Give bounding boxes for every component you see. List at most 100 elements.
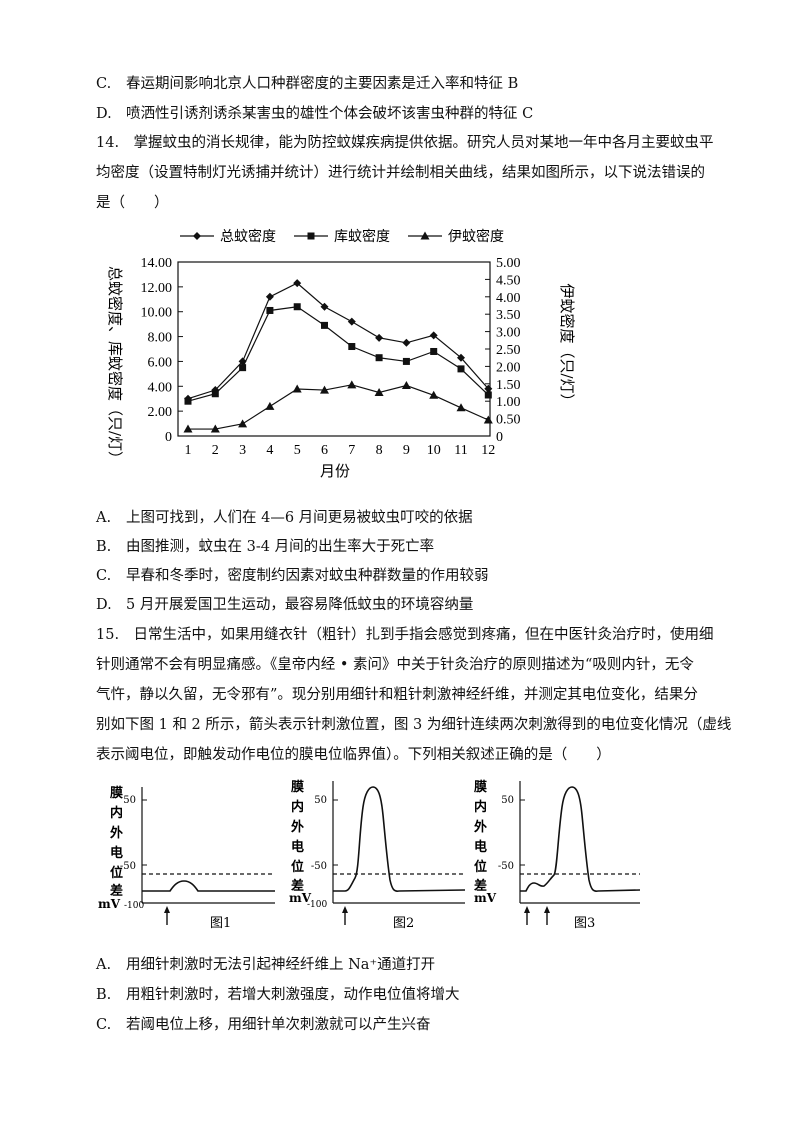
- y2-tick-label: 0.50: [496, 413, 521, 428]
- x-tick-label: 10: [427, 443, 441, 458]
- q15-stem-line-3: 气忤，静以久留，无令邪有”。现分别用细针和粗针刺激神经纤维，并测定其电位变化，结…: [96, 687, 698, 703]
- data-point: [238, 357, 247, 366]
- data-point: [456, 403, 466, 412]
- unit-label: mV: [474, 891, 497, 905]
- x-tick-label: 12: [481, 443, 495, 458]
- series-line: [187, 282, 489, 400]
- ylabel-char: 膜: [110, 785, 123, 801]
- y-axis-label: 总蚊密度、库蚊密度（只/灯）: [106, 266, 124, 466]
- y-tick-label: 12.00: [141, 281, 173, 296]
- y-tick-label: 6.00: [148, 355, 173, 370]
- x-tick-label: 7: [348, 443, 355, 458]
- option-text: 喷洒性引诱剂诱杀某害虫的雄性个体会破坏该害虫种群的特征 C: [126, 106, 534, 122]
- data-point: [347, 380, 357, 389]
- q14-option-d: D. 5 月开展爱国卫生运动，最容易降低蚊虫的环境容纳量: [96, 595, 473, 615]
- ylabel-char: 外: [290, 819, 304, 835]
- option-label: B.: [96, 987, 112, 1003]
- legend-label: 库蚊密度: [334, 228, 390, 245]
- ylabel-char: 膜: [291, 779, 304, 795]
- data-point: [293, 303, 301, 311]
- ylabel-char: 内: [110, 805, 123, 821]
- chart-legend: 总蚊密度 库蚊密度 伊蚊密度: [180, 228, 504, 245]
- data-point: [402, 338, 411, 347]
- ylabel-char: 膜: [474, 779, 487, 795]
- data-point: [184, 397, 192, 405]
- tick-label: 50: [123, 795, 136, 806]
- data-point: [265, 401, 275, 410]
- series-triangle: [183, 380, 493, 433]
- ylabel-char: 电: [474, 839, 487, 855]
- unit-label: mV: [289, 891, 312, 905]
- figure-1: 膜 内 外 电 位 差 mV -100 50 -50 图1: [98, 785, 275, 931]
- data-point: [307, 232, 315, 240]
- data-point: [374, 388, 384, 396]
- q14-stem-line-3: 是（ ）: [96, 195, 169, 211]
- y2-tick-label: 3.50: [496, 308, 521, 323]
- data-point: [347, 317, 356, 326]
- y-tick-label: 10.00: [141, 306, 173, 321]
- y-axis-label-chars: 膜 内 外 电 位 差: [473, 779, 487, 894]
- x-tick-label: 1: [185, 443, 192, 458]
- tick-label: -50: [311, 861, 327, 872]
- q14-stem-line-2: 均密度（设置特制灯光诱捕并统计）进行统计并绘制相关曲线，结果如图所示，以下说法错…: [96, 165, 705, 181]
- data-point: [320, 385, 329, 394]
- y2-tick-label: 5.00: [496, 256, 521, 271]
- data-point: [211, 390, 219, 398]
- x-tick-label: 8: [376, 443, 383, 458]
- data-point: [320, 302, 329, 311]
- series-diamond: [184, 279, 493, 403]
- y-tick-label: 0: [165, 430, 172, 445]
- arrow-head: [524, 906, 530, 913]
- ylabel-char: 差: [291, 878, 304, 894]
- chart-axes: 02.004.006.008.0010.0012.0014.0000.501.0…: [141, 256, 521, 458]
- x-tick-label: 9: [403, 443, 410, 458]
- y2-tick-label: 1.50: [496, 378, 521, 393]
- ylabel-char: 位: [291, 859, 304, 875]
- x-tick-label: 4: [266, 443, 273, 458]
- option-label: D.: [96, 597, 112, 613]
- potential-curve: [520, 786, 641, 892]
- legend-label: 总蚊密度: [220, 228, 276, 245]
- option-label: B.: [96, 539, 112, 555]
- plot-frame: [177, 261, 491, 437]
- data-point: [238, 419, 248, 428]
- data-point: [348, 343, 356, 351]
- option-label: C.: [96, 76, 112, 92]
- y2-tick-label: 0: [496, 430, 503, 445]
- figure-2: 膜 内 外 电 位 差 mV -100 50 -50 图2: [289, 779, 466, 931]
- ylabel-char: 位: [110, 865, 123, 881]
- q14-stem-line-1: 14. 掌握蚊虫的消长规律，能为防控蚊媒疾病提供依据。研究人员对某地一年中各月主…: [96, 135, 714, 151]
- ylabel-char: 电: [291, 839, 304, 855]
- ylabel-char: 外: [109, 825, 123, 841]
- q15-stem-line-2: 针则通常不会有明显痛感。《皇帝内经 • 素问》中关于针灸治疗的原则描述为“吸则内…: [96, 657, 694, 673]
- y-tick-label: 4.00: [148, 380, 173, 395]
- data-point: [484, 384, 493, 393]
- x-axis-label: 月份: [320, 462, 350, 480]
- x-tick-label: 6: [321, 443, 328, 458]
- figure-title: 图3: [574, 916, 595, 931]
- x-tick-label: 5: [294, 443, 301, 458]
- figure-title: 图2: [393, 916, 414, 931]
- ylabel-char: 电: [110, 845, 123, 861]
- q13-option-c: C. 春运期间影响北京人口种群密度的主要因素是迁入率和特征 B: [96, 74, 518, 94]
- data-point: [420, 231, 430, 240]
- q15-stem-line-5: 表示阈电位，即触发动作电位的膜电位临界值）。下列相关叙述正确的是（ ）: [96, 747, 611, 763]
- ylabel-char: 差: [110, 883, 123, 899]
- y2-tick-label: 2.00: [496, 360, 521, 375]
- potential-curve: [142, 880, 275, 892]
- data-point: [402, 357, 410, 365]
- q15-option-b: B. 用粗针刺激时，若增大刺激强度，动作电位值将增大: [96, 985, 460, 1005]
- data-point: [292, 384, 302, 393]
- data-point: [239, 364, 247, 372]
- y2-tick-label: 4.00: [496, 291, 521, 306]
- option-text: 上图可找到，人们在 4—6 月间更易被蚊虫叮咬的依据: [126, 510, 473, 526]
- unit-label: mV: [98, 897, 121, 911]
- y-tick-label: 14.00: [141, 256, 173, 271]
- option-text: 5 月开展爱国卫生运动，最容易降低蚊虫的环境容纳量: [126, 597, 474, 613]
- data-point: [429, 390, 439, 399]
- data-point: [375, 333, 384, 342]
- option-text: 由图推测，蚊虫在 3-4 月间的出生率大于死亡率: [126, 539, 435, 555]
- arrow-head: [342, 906, 348, 913]
- data-point: [265, 292, 274, 301]
- tick-label: -50: [120, 861, 136, 872]
